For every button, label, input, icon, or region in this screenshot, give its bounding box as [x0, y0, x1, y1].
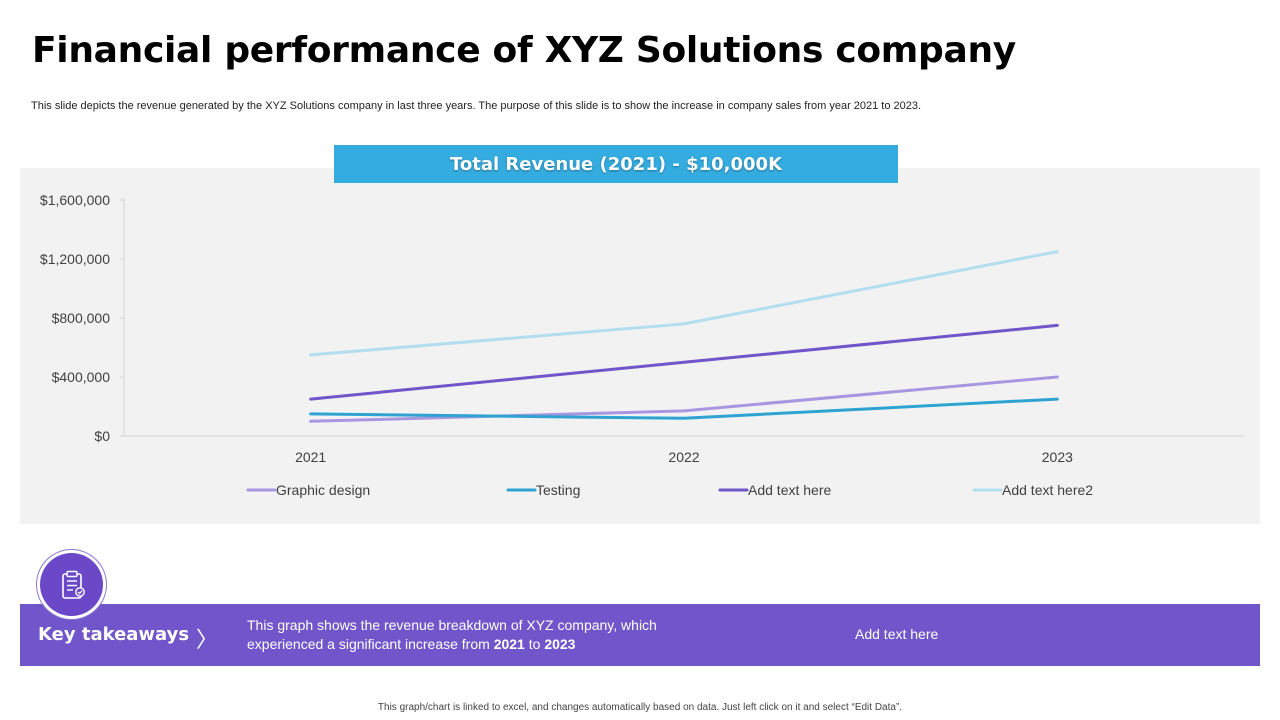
x-tick-label: 2023 [1042, 449, 1073, 465]
series-line-add-text-here [309, 323, 1059, 401]
y-tick-label: $800,000 [52, 310, 111, 326]
y-tick-label: $0 [94, 428, 110, 444]
y-tick-label: $1,200,000 [40, 251, 110, 267]
legend-label: Graphic design [276, 482, 370, 498]
series-line-add-text-here2 [309, 250, 1059, 357]
legend-label: Add text here2 [1002, 482, 1093, 498]
footnote: This graph/chart is linked to excel, and… [377, 702, 903, 713]
key-takeaways-bar: Key takeaways 〉 This graph shows the rev… [20, 604, 1260, 666]
total-revenue-banner: Total Revenue (2021) - $10,000K [334, 145, 898, 183]
key-takeaways-text: This graph shows the revenue breakdown o… [247, 617, 657, 652]
slide-title: Financial performance of XYZ Solutions c… [32, 30, 1016, 71]
x-tick-label: 2021 [295, 449, 326, 465]
legend-label: Testing [536, 482, 580, 498]
series-line-testing [309, 397, 1059, 420]
series-line-graphic-design [309, 375, 1059, 423]
key-takeaways-label: Key takeaways [38, 624, 190, 645]
legend-label: Add text here [748, 482, 831, 498]
chart-panel: $0 $400,000 $800,000 $1,200,000 $1,600,000 20… [20, 168, 1260, 524]
revenue-line-chart: $0 $400,000 $800,000 $1,200,000 $1,600,000 20… [40, 192, 1244, 498]
clipboard-icon-glyph [61, 570, 85, 599]
x-tick-label: 2022 [668, 449, 699, 465]
y-tick-label: $400,000 [52, 369, 111, 385]
clipboard-checklist-icon [40, 553, 103, 616]
y-tick-label: $1,600,000 [40, 192, 110, 208]
chevron-right-icon: 〉 [196, 628, 219, 653]
takeaway-placeholder-text: Add text here [855, 626, 939, 642]
slide-subtitle: This slide depicts the revenue generated… [31, 100, 922, 112]
